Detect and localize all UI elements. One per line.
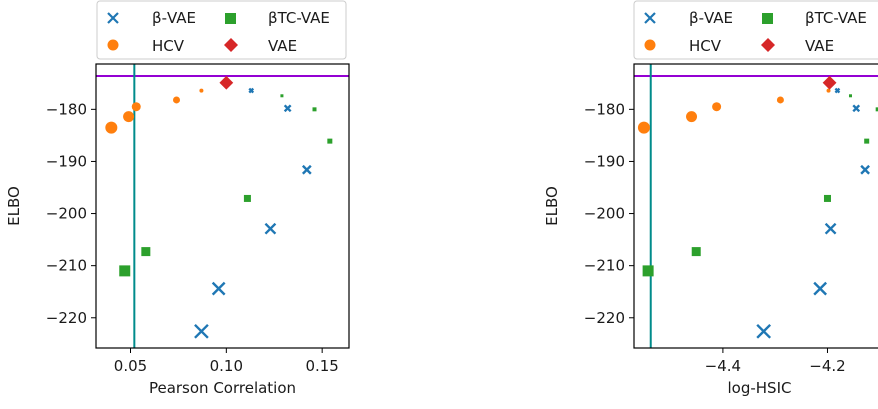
legend-square-marker <box>762 13 773 24</box>
legend-item-beta-tc-vae: βTC-VAE <box>762 9 867 27</box>
hcv-point <box>686 111 698 123</box>
legend-label: VAE <box>805 37 834 55</box>
legend-item-beta-vae: β-VAE <box>107 9 196 27</box>
legend-label: β-VAE <box>689 9 733 27</box>
legend-item-hcv: HCV <box>644 37 722 55</box>
beta-vae-point <box>283 104 292 113</box>
beta-tc-vae-point <box>642 265 654 277</box>
beta-tc-vae-point <box>691 247 701 257</box>
x-tick-label: −4.2 <box>809 357 845 375</box>
legend-circle-marker <box>107 39 119 51</box>
beta-tc-vae-point <box>280 94 284 98</box>
legend-square-marker <box>225 13 236 24</box>
legend-left: β-VAE βTC-VAE HCV VAE <box>96 0 347 60</box>
legend-label: βTC-VAE <box>268 9 330 27</box>
axes-frame <box>633 63 878 349</box>
beta-vae-point <box>211 281 226 296</box>
y-tick-label: −190 <box>46 152 87 170</box>
beta-tc-vae-point <box>875 107 878 112</box>
beta-vae-point <box>852 104 861 113</box>
y-tick-label: −210 <box>46 257 87 275</box>
axes-frame <box>95 63 350 349</box>
beta-tc-vae-point <box>312 107 317 112</box>
legend-label: β-VAE <box>152 9 196 27</box>
beta-vae-point <box>248 87 255 94</box>
x-tick-label: −4.4 <box>705 357 741 375</box>
hcv-point <box>776 96 784 104</box>
beta-vae-point <box>756 323 772 339</box>
beta-vae-point <box>301 164 312 175</box>
y-tick-label: −200 <box>584 205 625 223</box>
hcv-point <box>199 88 204 93</box>
beta-vae-point <box>824 222 837 235</box>
hcv-point <box>105 121 118 134</box>
legend-circle-marker <box>644 39 656 51</box>
plot-panel-pearson: −180 −190 −200 −210 −220 0.05 0.10 0.15 Pearson … <box>5 63 350 397</box>
hcv-point <box>131 102 141 112</box>
x-tick-label: 0.10 <box>210 357 243 375</box>
legend-frame <box>96 0 347 60</box>
beta-vae-point <box>264 222 277 235</box>
hcv-point <box>173 96 180 104</box>
y-axis-label: ELBO <box>5 186 23 226</box>
y-tick-label: −220 <box>46 309 87 327</box>
legend-item-vae: VAE <box>224 37 297 55</box>
legend-x-marker <box>107 12 119 24</box>
legend-item-vae: VAE <box>761 37 834 55</box>
legend-diamond-marker <box>761 38 775 52</box>
legend-label: HCV <box>689 37 722 55</box>
plot-panel-log-hsic: −180 −190 −200 −210 −220 −4.4 −4.2 log-HSIC ELBO <box>543 63 878 397</box>
y-tick-label: −180 <box>46 100 87 118</box>
hcv-point <box>637 121 650 134</box>
y-tick-label: −200 <box>46 205 87 223</box>
beta-tc-vae-point <box>141 247 151 257</box>
legend-item-beta-vae: β-VAE <box>644 9 733 27</box>
x-tick-label: 0.05 <box>114 357 147 375</box>
beta-vae-point <box>860 164 870 175</box>
x-axis-label: log-HSIC <box>728 379 792 397</box>
y-tick-label: −210 <box>584 257 625 275</box>
x-tick-label: 0.15 <box>305 357 338 375</box>
beta-tc-vae-point <box>327 138 333 144</box>
y-tick-label: −190 <box>584 152 625 170</box>
vae-point <box>219 75 234 90</box>
beta-tc-vae-point <box>823 194 831 202</box>
y-tick-label: −220 <box>584 309 625 327</box>
beta-tc-vae-point <box>243 194 251 202</box>
y-axis-label: ELBO <box>543 186 561 226</box>
vae-point <box>822 75 837 90</box>
beta-tc-vae-point <box>119 265 131 277</box>
beta-vae-point <box>194 323 209 339</box>
beta-tc-vae-point <box>864 138 870 144</box>
legend-diamond-marker <box>224 38 238 52</box>
beta-vae-point <box>834 87 841 94</box>
legend-item-beta-tc-vae: βTC-VAE <box>225 9 330 27</box>
beta-vae-point <box>813 281 828 296</box>
legend-label: VAE <box>268 37 297 55</box>
x-axis-label: Pearson Correlation <box>149 379 296 397</box>
legend-item-hcv: HCV <box>107 37 185 55</box>
legend-frame <box>633 0 878 60</box>
beta-tc-vae-point <box>848 94 852 98</box>
legend-label: HCV <box>152 37 185 55</box>
hcv-point <box>123 111 135 123</box>
legend-right: β-VAE βTC-VAE HCV VAE <box>633 0 878 60</box>
y-tick-label: −180 <box>584 100 625 118</box>
hcv-point <box>712 102 722 112</box>
legend-label: βTC-VAE <box>805 9 867 27</box>
legend-x-marker <box>644 12 656 24</box>
